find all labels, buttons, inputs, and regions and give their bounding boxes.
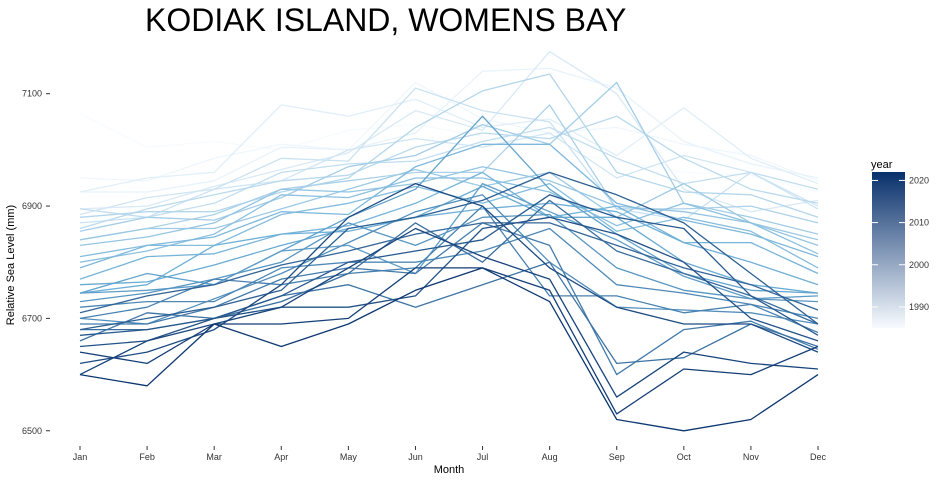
legend-tick-label: 2010 xyxy=(909,218,929,228)
series-line-2007 xyxy=(79,213,819,303)
legend-tick-label: 1990 xyxy=(909,302,929,312)
series-line-1988 xyxy=(79,98,819,193)
series-line-2021 xyxy=(79,267,819,432)
series-line-1991 xyxy=(79,87,819,224)
series-line-2015 xyxy=(79,171,819,331)
series-line-1999 xyxy=(79,177,819,263)
y-tick-label: 7100 xyxy=(22,89,42,99)
y-axis-label: Relative Sea Level (mm) xyxy=(5,205,17,325)
series-line-2014 xyxy=(79,222,819,314)
y-tick-label: 6500 xyxy=(22,426,42,436)
x-axis: Jan Feb Mar Apr May Jun Jul Aug Sep Oct Nov Dec xyxy=(73,446,827,462)
x-tick-label: Jul xyxy=(477,452,489,462)
x-tick-label: Aug xyxy=(542,452,558,462)
series-line-2003 xyxy=(79,202,819,294)
chart-title: KODIAK ISLAND, WOMENS BAY xyxy=(145,2,626,38)
series-lines xyxy=(79,50,819,432)
series-line-1992 xyxy=(79,126,819,218)
series-line-2017 xyxy=(79,216,819,348)
legend-title: year xyxy=(871,159,893,171)
x-tick-label: May xyxy=(340,452,358,462)
series-line-1995 xyxy=(79,104,819,241)
series-line-1994 xyxy=(79,73,819,218)
series-line-2019 xyxy=(79,227,819,398)
y-tick-label: 6900 xyxy=(22,201,42,211)
series-line-2020 xyxy=(79,267,819,415)
series-line-2011 xyxy=(80,222,819,376)
series-line-2008 xyxy=(79,194,819,325)
series-line-1998 xyxy=(79,166,819,247)
x-axis-label: Month xyxy=(434,464,465,476)
series-line-2002 xyxy=(79,171,819,280)
y-tick-label: 6700 xyxy=(22,313,42,323)
x-tick-label: Dec xyxy=(810,452,827,462)
series-line-2012 xyxy=(79,261,819,365)
series-line-2001 xyxy=(79,143,819,269)
x-tick-label: Sep xyxy=(609,452,625,462)
series-line-1990 xyxy=(79,132,819,216)
series-line-2018 xyxy=(79,182,819,365)
y-axis: 6500 6700 6900 7100 xyxy=(22,89,50,436)
legend-ticks: 1990 2000 2010 2020 xyxy=(872,175,929,312)
series-line-2016 xyxy=(79,194,819,336)
series-line-2004 xyxy=(79,185,819,294)
legend-colorbar xyxy=(872,172,905,328)
series-line-2005 xyxy=(79,115,819,294)
x-tick-label: Mar xyxy=(206,452,222,462)
x-tick-label: Apr xyxy=(274,452,288,462)
series-line-1985 xyxy=(79,112,819,193)
series-line-2010 xyxy=(79,205,819,334)
series-line-1987 xyxy=(80,67,819,193)
series-line-2009 xyxy=(79,227,819,320)
series-line-1996 xyxy=(79,81,819,235)
legend-tick-label: 2020 xyxy=(909,175,929,185)
x-tick-label: Oct xyxy=(677,452,692,462)
x-tick-label: Jan xyxy=(73,452,88,462)
series-line-1986 xyxy=(79,81,819,182)
x-tick-label: Feb xyxy=(139,452,155,462)
legend: year 1990 2000 2010 2020 xyxy=(871,159,929,328)
x-tick-label: Nov xyxy=(743,452,760,462)
legend-tick-label: 2000 xyxy=(909,260,929,270)
x-tick-label: Jun xyxy=(408,452,423,462)
